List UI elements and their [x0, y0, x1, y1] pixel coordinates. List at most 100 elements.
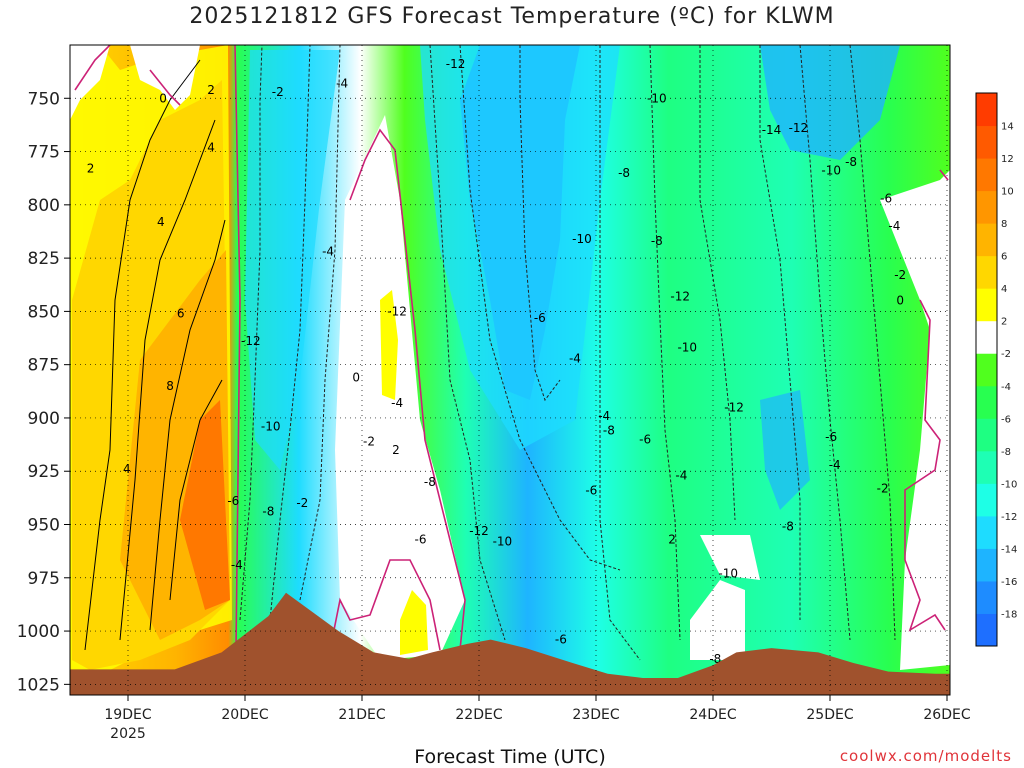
colorbar-tick-label: -4 — [1001, 382, 1011, 393]
contour-label: 0 — [159, 91, 167, 105]
colorbar-swatch — [976, 223, 997, 257]
colorbar-tick-label: -10 — [1001, 479, 1017, 490]
freezing-band-1 — [70, 45, 110, 120]
colorbar-tick-label: -18 — [1001, 609, 1017, 620]
colorbar-swatch — [976, 385, 997, 419]
contour-label: -12 — [241, 334, 261, 348]
cold-core-3 — [760, 45, 900, 160]
contour-label: -4 — [231, 558, 243, 572]
x-tick-sublabel: 2025 — [110, 726, 146, 742]
x-tick-label: 19DEC — [104, 707, 151, 723]
plot-area: 0 2 4 2 4 6 8 4 -4 -2 -12 -4 -12 -10 0 -6 -8 -2 -4 -2 0 -2 2 -4… — [70, 45, 950, 695]
contour-label: 2 — [87, 162, 95, 176]
contour-label: -10 — [718, 567, 738, 581]
y-tick-label: 900 — [28, 409, 60, 429]
y-tick-label: 775 — [28, 143, 60, 163]
colorbar-swatch — [976, 288, 997, 322]
warm-pocket-1 — [380, 290, 398, 400]
plot-frame — [69, 44, 951, 696]
x-axis-title: Forecast Time (UTC) — [414, 746, 606, 768]
y-tick-label: 800 — [28, 196, 60, 216]
freezing-band-2 — [130, 45, 200, 110]
colorbar-swatch — [976, 320, 997, 354]
contour-label: -10 — [647, 91, 667, 105]
contour-label: -2 — [363, 434, 375, 448]
y-tick-label: 975 — [28, 569, 60, 589]
colorbar-tick-label: 6 — [1001, 252, 1007, 263]
contour-label: -6 — [555, 633, 567, 647]
contour-label: -4 — [888, 219, 900, 233]
contour-label: -14 — [762, 123, 782, 137]
contour-label: -12 — [387, 304, 407, 318]
contour-label: -6 — [585, 483, 597, 497]
x-tick-label: 21DEC — [338, 707, 385, 723]
x-tick-label: 26DEC — [923, 707, 970, 723]
colorbar-tick-label: -14 — [1001, 544, 1017, 555]
contour-label: 4 — [207, 140, 215, 154]
terrain-surface — [70, 592, 950, 695]
x-tick-label: 24DEC — [689, 707, 736, 723]
contour-label: 6 — [177, 307, 185, 321]
contour-label: -6 — [880, 191, 892, 205]
colorbar-tick-label: -6 — [1001, 414, 1011, 425]
y-tick-label: 1025 — [17, 675, 60, 695]
contour-label: -12 — [446, 57, 466, 71]
colorbar-tick-label: 4 — [1001, 284, 1007, 295]
colorbar-swatch — [976, 158, 997, 192]
freezing-band-4 — [880, 170, 950, 670]
contour-label: -4 — [336, 76, 348, 90]
colorbar-tick-label: -12 — [1001, 512, 1017, 523]
y-tick-label: 750 — [28, 89, 60, 109]
y-tick-label: 925 — [28, 462, 60, 482]
contour-label: -8 — [618, 166, 630, 180]
colorbar-swatch — [976, 255, 997, 289]
contour-label: -8 — [845, 155, 857, 169]
colorbar-tick-label: -2 — [1001, 349, 1011, 360]
contour-label: -12 — [724, 400, 744, 414]
colorbar-swatch — [976, 450, 997, 484]
contour-label: -8 — [603, 424, 615, 438]
contour-label: -6 — [534, 311, 546, 325]
colorbar-swatch — [976, 548, 997, 582]
contour-label: -6 — [227, 494, 239, 508]
y-axis: 750 775 800 825 850 875 900 925 950 975 1000 1025 — [17, 89, 70, 695]
x-axis: 19DEC 2025 20DEC 21DEC 22DEC 23DEC 24DEC 25DEC 2… — [104, 695, 971, 742]
credit-link[interactable]: coolwx.com/modelts — [839, 747, 1012, 765]
colorbar-tick-label: 10 — [1001, 187, 1014, 198]
x-tick-label: 22DEC — [455, 707, 502, 723]
contour-label: -4 — [675, 468, 687, 482]
contour-label: -6 — [825, 430, 837, 444]
contour-label: -2 — [272, 85, 284, 99]
contour-label: -6 — [639, 432, 651, 446]
x-tick-label: 23DEC — [572, 707, 619, 723]
colorbar-tick-label: 8 — [1001, 219, 1007, 230]
colorbar: -18 -16 -14 -12 -10 -8 -6 -4 -2 2 4 6 8 10 12 14 — [975, 92, 1017, 647]
colorbar-swatch — [976, 190, 997, 224]
contour-label: 2 — [668, 532, 676, 546]
contour-label: -8 — [709, 652, 721, 666]
warm-pocket-2 — [400, 590, 428, 655]
contour-label: 2 — [207, 83, 215, 97]
colorbar-swatch — [976, 515, 997, 549]
cold-core-4 — [245, 50, 340, 470]
y-tick-label: 950 — [28, 516, 60, 536]
colorbar-tick-label: 12 — [1001, 154, 1014, 165]
contour-label: 2 — [392, 443, 400, 457]
contours-freezing — [74, 45, 949, 651]
colorbar-swatch — [976, 353, 997, 387]
colorbar-tick-label: -16 — [1001, 577, 1017, 588]
contour-label: 4 — [157, 215, 165, 229]
colorbar-frame — [975, 92, 998, 647]
chart-title: 2025121812 GFS Forecast Temperature (ºC)… — [189, 4, 835, 29]
cold-core-5 — [760, 390, 810, 510]
contour-label: -12 — [789, 121, 809, 135]
colorbar-swatch — [976, 418, 997, 452]
colorbar-swatch — [976, 93, 997, 127]
grid — [70, 45, 950, 695]
contour-label: -6 — [415, 532, 427, 546]
x-tick-label: 25DEC — [806, 707, 853, 723]
contour-label: -8 — [424, 475, 436, 489]
contour-label: -4 — [829, 458, 841, 472]
colorbar-tick-label: 2 — [1001, 317, 1007, 328]
contour-label: 0 — [352, 370, 360, 384]
